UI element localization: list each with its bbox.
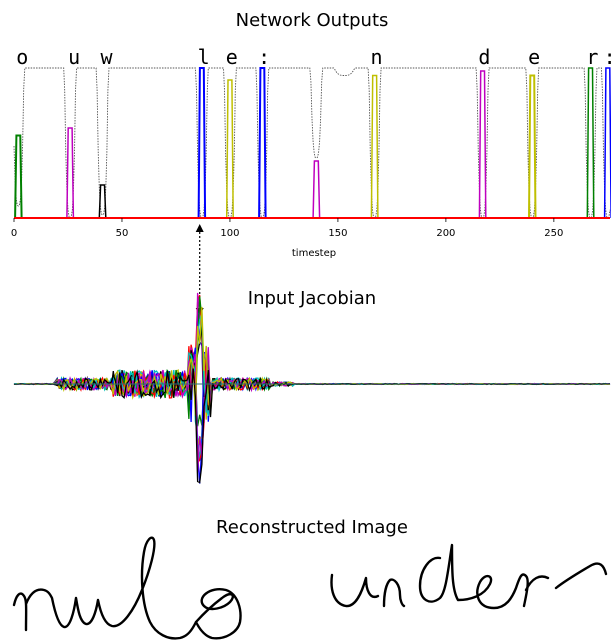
marker-arrow-up [195, 224, 204, 232]
blank-probability-line [13, 67, 611, 219]
jacobian-line-8 [13, 296, 611, 419]
char-label-5: : [258, 45, 270, 69]
char-label-4: e [226, 45, 238, 69]
x-tick-label-5: 250 [544, 228, 563, 239]
jacobian-line-0 [14, 311, 611, 424]
jacobian-line-7 [13, 347, 611, 484]
char-label-9: r [586, 45, 598, 69]
jacobian-line-3 [14, 356, 611, 462]
series-spike-8 [478, 70, 487, 219]
jacobian-line-10 [13, 313, 611, 413]
jacobian-line-6 [13, 326, 611, 411]
input-jacobian-title: Input Jacobian [248, 288, 376, 309]
series-spike-6 [312, 160, 321, 219]
char-label-6: n [370, 45, 382, 69]
x-axis-label: timestep [292, 248, 336, 259]
x-tick-label-0: 0 [11, 228, 17, 239]
char-label-2: w [101, 45, 114, 69]
char-label-3: l [198, 45, 210, 69]
char-label-0: o [16, 45, 28, 69]
input-jacobian-chart [13, 292, 611, 484]
series-spike-1 [66, 127, 75, 219]
jacobian-line-9 [13, 346, 611, 466]
handwriting-word-rule [12, 536, 242, 640]
x-tick-label-1: 50 [116, 228, 129, 239]
jacobian-line-4 [13, 292, 611, 406]
char-label-8: e [528, 45, 540, 69]
series-spike-0 [14, 134, 23, 219]
series-spike-3 [197, 67, 207, 219]
jacobian-line-2 [13, 294, 611, 415]
series-spike-5 [258, 67, 267, 219]
series-spike-11 [603, 67, 611, 219]
char-label-1: u [68, 45, 80, 69]
x-tick-label-2: 100 [220, 228, 239, 239]
reconstructed-image-title: Reconstructed Image [216, 517, 408, 538]
x-tick-label-3: 150 [328, 228, 347, 239]
char-label-10: : [604, 45, 611, 69]
series-spike-4 [225, 79, 234, 219]
network-outputs-title: Network Outputs [236, 10, 389, 31]
jacobian-line-5 [13, 358, 610, 445]
jacobian-line-11 [13, 347, 611, 473]
series-spike-2 [98, 184, 107, 219]
series-spike-7 [370, 74, 379, 219]
char-label-7: d [478, 45, 490, 69]
jacobian-line-1 [13, 353, 611, 427]
series-spike-10 [586, 67, 595, 219]
jacobian-line-12 [13, 306, 610, 416]
handwriting-word-under [330, 543, 608, 610]
reconstructed-handwriting [12, 536, 608, 640]
series-spike-9 [528, 74, 537, 219]
x-tick-label-4: 200 [436, 228, 455, 239]
